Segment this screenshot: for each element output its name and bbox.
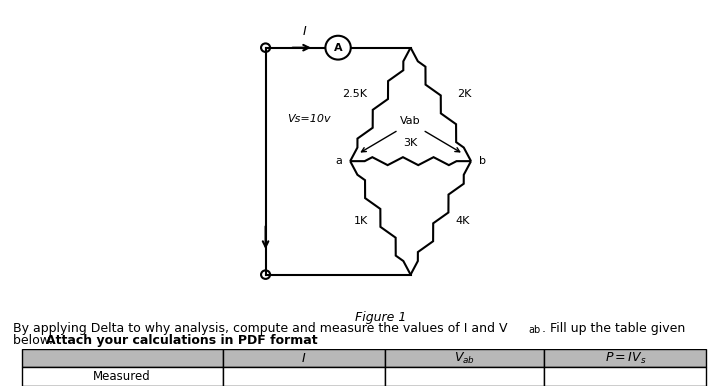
Text: Vs=10v: Vs=10v [287, 113, 331, 124]
Text: $P=IV_s$: $P=IV_s$ [604, 350, 646, 366]
Bar [223, 367, 385, 386]
Bar [22, 367, 223, 386]
Text: Figure 1: Figure 1 [355, 311, 406, 324]
Text: 1K: 1K [354, 216, 368, 226]
Text: By applying Delta to why analysis, compute and measure the values of I and V: By applying Delta to why analysis, compu… [13, 322, 507, 335]
Text: I: I [303, 25, 306, 38]
Text: ab: ab [529, 325, 541, 335]
Text: Measured: Measured [93, 370, 151, 383]
Text: Attach your calculations in PDF format: Attach your calculations in PDF format [46, 334, 317, 347]
Text: A: A [333, 43, 342, 52]
Bar [223, 349, 385, 367]
Bar [22, 349, 223, 367]
Text: $V_{ab}$: $V_{ab}$ [454, 350, 475, 366]
Text: . Fill up the table given: . Fill up the table given [542, 322, 686, 335]
Bar [544, 367, 706, 386]
Text: below.: below. [13, 334, 57, 347]
Text: 4K: 4K [456, 216, 470, 226]
Text: 3K: 3K [403, 139, 418, 148]
Text: $I$: $I$ [301, 352, 306, 365]
Text: 2K: 2K [457, 90, 472, 100]
Bar [385, 349, 544, 367]
Bar [544, 349, 706, 367]
Text: Vab: Vab [400, 117, 421, 127]
Text: b: b [478, 156, 486, 166]
Text: .: . [298, 334, 302, 347]
Bar [385, 367, 544, 386]
Text: 2.5K: 2.5K [341, 90, 367, 100]
Text: a: a [336, 156, 343, 166]
